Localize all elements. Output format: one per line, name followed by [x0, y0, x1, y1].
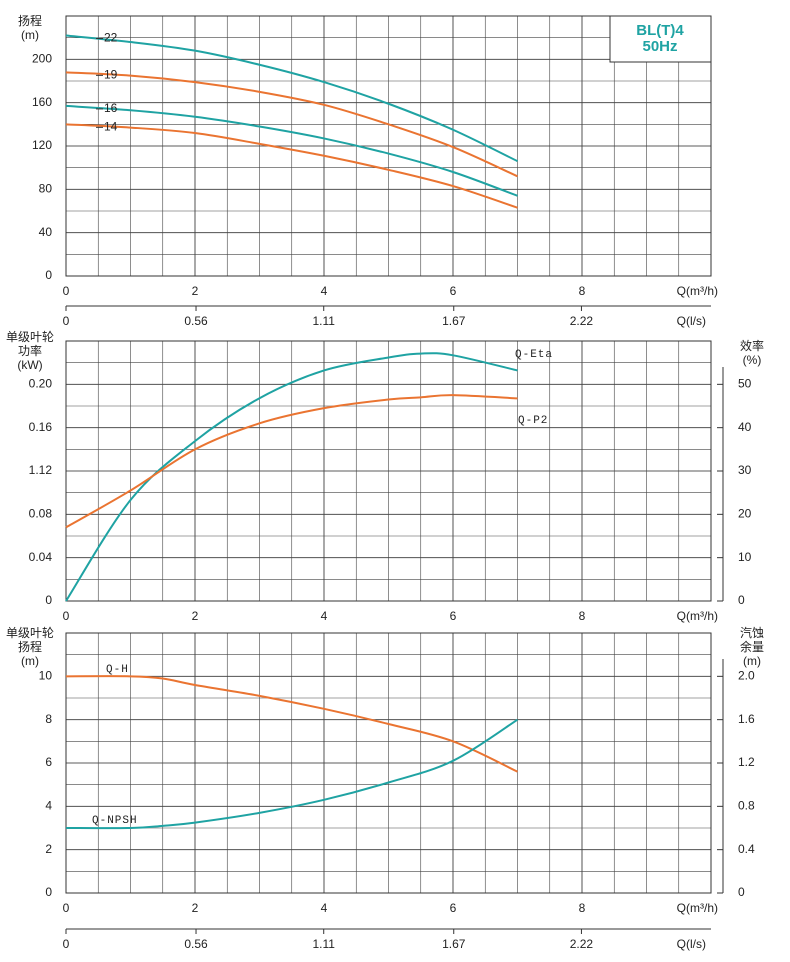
chart-title: 50Hz: [642, 38, 677, 55]
y-tick-label: 0.20: [29, 377, 53, 391]
series-line: [65, 675, 518, 773]
y2-tick-label: 0.4: [738, 842, 755, 856]
series-label: 14: [104, 120, 118, 134]
y2-tick-label: 50: [738, 377, 752, 391]
y2-tick-label: 2.0: [738, 669, 755, 683]
y-tick-label: 8: [45, 712, 52, 726]
series-label: Q-H: [106, 664, 129, 676]
y-tick-label: 0.08: [29, 507, 53, 521]
x-tick-label: 4: [321, 609, 328, 623]
chart-title: BL(T)4: [636, 22, 684, 39]
y-tick-label: 160: [32, 95, 52, 109]
y-tick-label: 120: [32, 138, 52, 152]
series-line: [65, 34, 518, 163]
series-line: [65, 104, 518, 197]
y-tick-label: 0.04: [29, 550, 53, 564]
x-tick-label: 6: [450, 609, 457, 623]
y-tick-label: 10: [39, 669, 53, 683]
x2-tick-label: 0.56: [184, 937, 208, 951]
y2-axis-label: (%): [743, 353, 762, 367]
y2-tick-label: 1.2: [738, 755, 755, 769]
y2-tick-label: 0: [738, 885, 745, 899]
y2-tick-label: 10: [738, 550, 752, 564]
series-line: [65, 718, 519, 830]
series-label: Q-P2: [518, 415, 548, 427]
y-tick-label: 2: [45, 842, 52, 856]
x-tick-label: 0: [63, 901, 70, 915]
series-label: Q-NPSH: [92, 815, 138, 827]
y-tick-label: 0: [45, 268, 52, 282]
x2-axis-label: Q(l/s): [677, 937, 706, 951]
plot-frame: [65, 632, 712, 894]
y2-tick-label: 30: [738, 463, 752, 477]
series-line: [65, 352, 518, 602]
y-axis-label: 功率: [18, 343, 42, 358]
y-axis-label: 单级叶轮: [6, 330, 54, 344]
y-tick-label: 1.12: [29, 463, 53, 477]
y2-tick-label: 1.6: [738, 712, 755, 726]
x-tick-label: 8: [579, 284, 586, 298]
y-tick-label: 200: [32, 52, 52, 66]
series-label: 16: [104, 101, 118, 115]
y-axis-label: (m): [21, 28, 39, 42]
x-tick-label: 6: [450, 284, 457, 298]
series-line: [65, 394, 518, 529]
series-label: 19: [104, 68, 118, 82]
series-line: [65, 123, 518, 209]
x-axis-label: Q(m³/h): [677, 901, 718, 915]
x2-tick-label: 0: [63, 314, 70, 328]
x2-tick-label: 1.11: [312, 314, 335, 328]
y2-axis-label: 汽蚀: [740, 625, 764, 640]
y2-axis-label: 余量: [740, 639, 764, 654]
x-tick-label: 2: [192, 609, 199, 623]
y2-tick-label: 40: [738, 420, 752, 434]
y-axis-label: (m): [21, 654, 39, 668]
y2-axis-label: 效率: [740, 338, 764, 353]
x2-tick-label: 1.67: [442, 937, 466, 951]
y2-tick-label: 0.8: [738, 799, 755, 813]
y-tick-label: 40: [39, 225, 53, 239]
y2-tick-label: 0: [738, 593, 745, 607]
y-axis-label: 单级叶轮: [6, 626, 54, 640]
x-tick-label: 6: [450, 901, 457, 915]
x-tick-label: 0: [63, 609, 70, 623]
x-tick-label: 8: [579, 901, 586, 915]
x-tick-label: 8: [579, 609, 586, 623]
x2-tick-label: 0: [63, 937, 70, 951]
y-tick-label: 6: [45, 755, 52, 769]
y-axis-label: (kW): [17, 358, 42, 372]
series-line: [65, 71, 518, 178]
x2-tick-label: 1.11: [312, 937, 335, 951]
x-tick-label: 4: [321, 284, 328, 298]
x-tick-label: 2: [192, 284, 199, 298]
x2-tick-label: 2.22: [570, 937, 594, 951]
series-label: 22: [104, 31, 118, 45]
y-axis-label: 扬程: [18, 639, 42, 654]
y2-tick-label: 20: [738, 507, 752, 521]
x-tick-label: 0: [63, 284, 70, 298]
y-tick-label: 4: [45, 799, 52, 813]
series-label: Q-Eta: [515, 349, 553, 361]
plot-frame: [65, 340, 712, 602]
x-tick-label: 2: [192, 901, 199, 915]
x2-tick-label: 0.56: [184, 314, 208, 328]
y-tick-label: 0: [45, 885, 52, 899]
y-tick-label: 0.16: [29, 420, 53, 434]
x2-tick-label: 1.67: [442, 314, 466, 328]
y-axis-label: 扬程: [18, 13, 42, 28]
x2-tick-label: 2.22: [570, 314, 594, 328]
x-tick-label: 4: [321, 901, 328, 915]
y-tick-label: 0: [45, 593, 52, 607]
x-axis-label: Q(m³/h): [677, 284, 718, 298]
x-axis-label: Q(m³/h): [677, 609, 718, 623]
plot-frame: [65, 15, 712, 277]
y-tick-label: 80: [39, 182, 53, 196]
x2-axis-label: Q(l/s): [677, 314, 706, 328]
y2-axis-label: (m): [743, 654, 761, 668]
title-box: [609, 15, 712, 63]
